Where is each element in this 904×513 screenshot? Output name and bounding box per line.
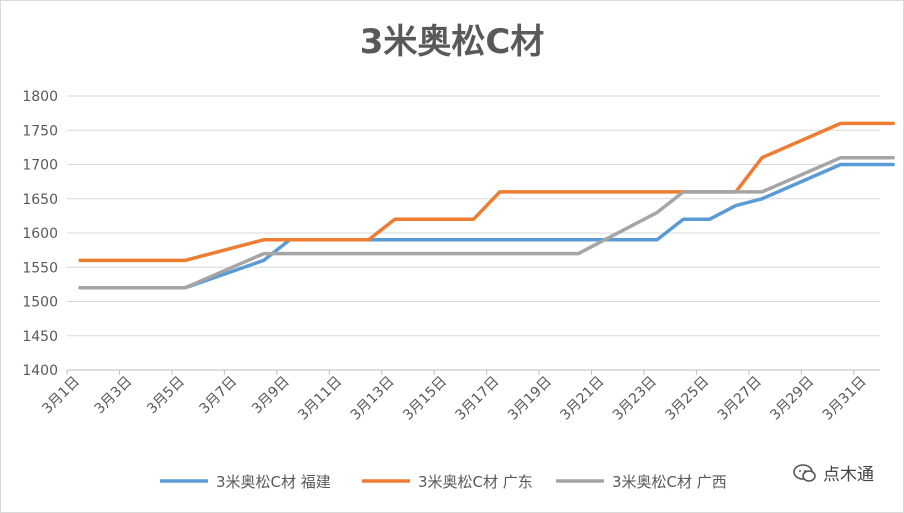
series-line <box>78 155 895 290</box>
x-tick-label: 3月11日 <box>295 374 345 424</box>
watermark-text: 点木通 <box>823 465 874 485</box>
y-tick-label: 1750 <box>22 123 58 139</box>
x-tick-label: 3月15日 <box>400 374 450 424</box>
legend-label: 3米奥松C材 福建 <box>216 473 331 491</box>
x-tick-label: 3月19日 <box>505 374 555 424</box>
chat-bubble-icon <box>793 463 816 482</box>
x-tick-label: 3月9日 <box>249 374 293 418</box>
y-tick-label: 1450 <box>22 329 58 345</box>
legend-label: 3米奥松C材 广西 <box>612 473 727 491</box>
x-tick-label: 3月7日 <box>197 374 241 418</box>
y-tick-label: 1500 <box>22 295 58 311</box>
x-tick-label: 3月17日 <box>453 374 503 424</box>
x-tick-label: 3月23日 <box>610 374 660 424</box>
legend-label: 3米奥松C材 广东 <box>418 473 533 491</box>
y-tick-label: 1400 <box>22 363 58 379</box>
y-tick-label: 1700 <box>22 158 58 174</box>
series-line <box>78 162 895 290</box>
chart-title: 3米奥松C材 <box>359 22 545 62</box>
x-tick-label: 3月13日 <box>348 374 398 424</box>
x-tick-label: 3月29日 <box>767 374 817 424</box>
y-tick-label: 1550 <box>22 260 58 276</box>
y-tick-label: 1800 <box>22 89 58 105</box>
x-tick-label: 3月21日 <box>557 374 607 424</box>
y-tick-label: 1600 <box>22 226 58 242</box>
x-tick-label: 3月5日 <box>144 374 188 418</box>
watermark: 点木通 <box>793 460 874 485</box>
y-tick-label: 1650 <box>22 192 58 208</box>
series-line <box>78 121 895 263</box>
x-tick-label: 3月1日 <box>39 374 83 418</box>
x-tick-label: 3月31日 <box>820 374 870 424</box>
x-tick-label: 3月3日 <box>92 374 136 418</box>
x-tick-label: 3月25日 <box>662 374 712 424</box>
x-tick-label: 3月27日 <box>715 374 765 424</box>
